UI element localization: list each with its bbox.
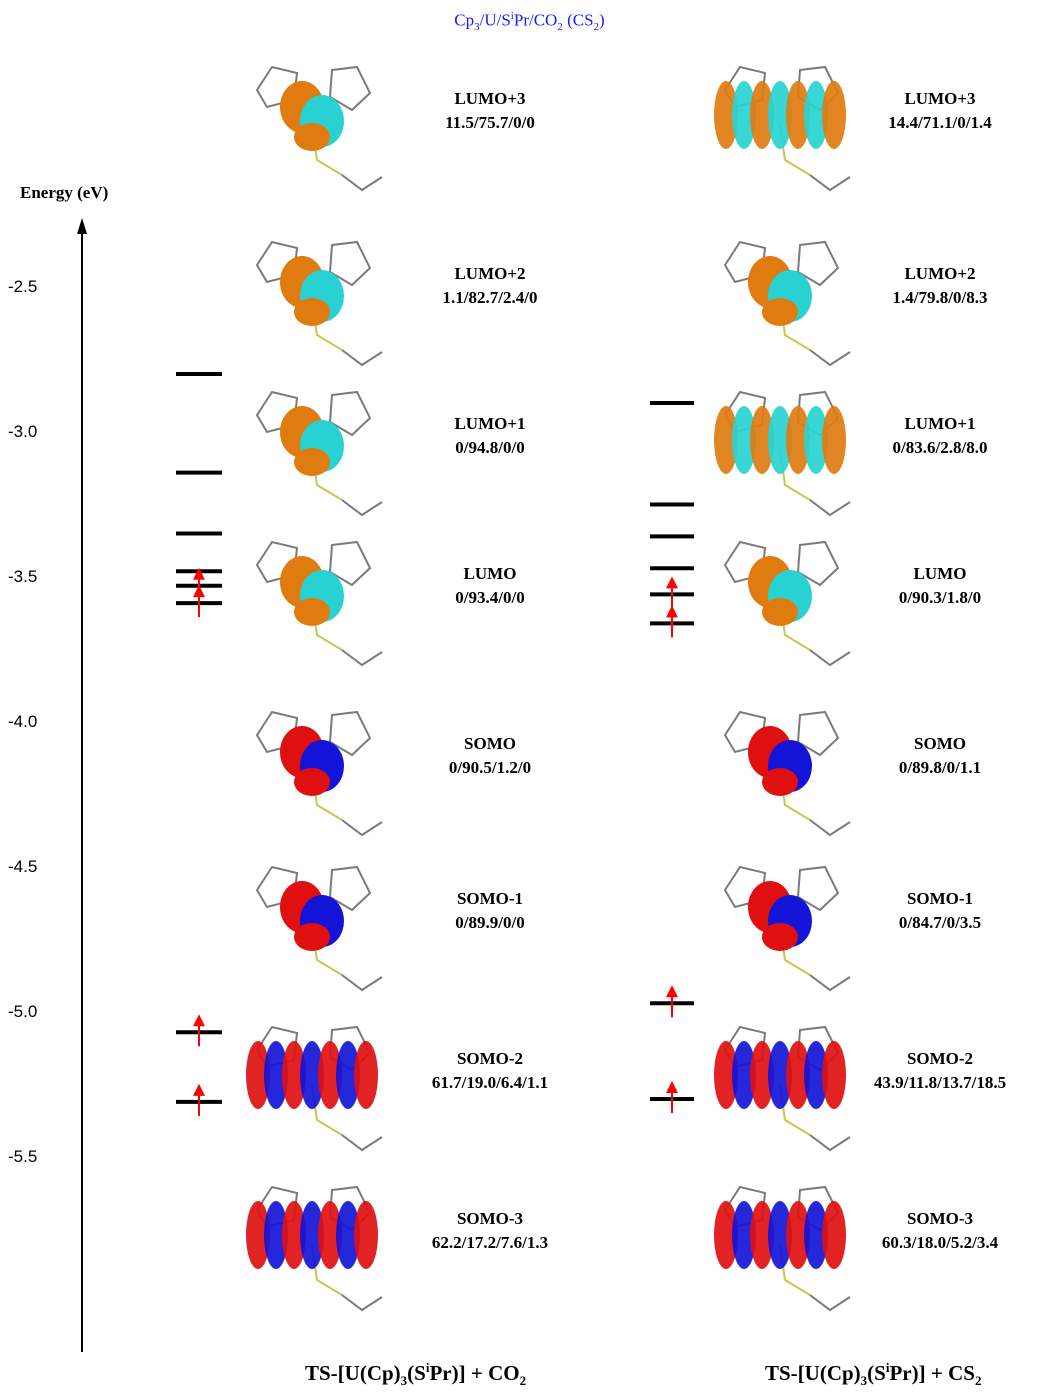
spin-up-arrow (666, 576, 678, 609)
orbital-composition: 1.4/79.8/0/8.3 (892, 288, 988, 307)
orbital-name: SOMO-2 (906, 1049, 974, 1068)
orbital-label: LUMO+1 0/83.6/2.8/8.0 (830, 412, 1050, 460)
orbital-name: SOMO-2 (456, 1049, 524, 1068)
spin-up-arrow (193, 1014, 205, 1047)
orbital-composition: 0/94.8/0/0 (455, 438, 525, 457)
orbital-name: LUMO+2 (904, 264, 976, 283)
orbital-label: LUMO 0/93.4/0/0 (380, 562, 600, 610)
orbital-composition: 0/83.6/2.8/8.0 (892, 438, 988, 457)
left-orbital-somo-3 (246, 1185, 383, 1312)
right-orbital-somo-1 (723, 865, 851, 992)
orbital-name: SOMO-3 (456, 1209, 524, 1228)
orbital-label: SOMO-2 61.7/19.0/6.4/1.1 (380, 1047, 600, 1095)
axis-tick-label: -4.0 (8, 712, 38, 731)
axis-tick-label: -5.0 (8, 1002, 38, 1021)
orbital-label: SOMO-1 0/89.9/0/0 (380, 887, 600, 935)
orbital-name: LUMO+2 (454, 264, 526, 283)
orbital-composition: 1.1/82.7/2.4/0 (442, 288, 538, 307)
orbital-name: SOMO (464, 734, 516, 753)
orbital-label: SOMO 0/89.8/0/1.1 (830, 732, 1050, 780)
orbital-name: LUMO+1 (454, 414, 526, 433)
orbital-name: LUMO+3 (904, 89, 976, 108)
orbital-label: LUMO+2 1.4/79.8/0/8.3 (830, 262, 1050, 310)
axis-tick-label: -3.5 (8, 567, 38, 586)
axis-tick-label: -2.5 (8, 277, 38, 296)
right-orbital-lumoplus2 (723, 240, 851, 367)
spin-up-arrow (193, 1083, 205, 1116)
orbital-composition: 62.2/17.2/7.6/1.3 (431, 1233, 549, 1252)
orbital-name: SOMO-1 (456, 889, 524, 908)
orbital-name: SOMO (914, 734, 966, 753)
spin-up-arrow (666, 985, 678, 1018)
orbital-label: LUMO+1 0/94.8/0/0 (380, 412, 600, 460)
left-orbital-lumo (255, 540, 383, 667)
orbital-composition: 0/89.8/0/1.1 (898, 758, 982, 777)
axis-tick-label: -5.5 (8, 1147, 38, 1166)
left-orbital-somo-2 (246, 1025, 383, 1152)
orbital-composition: 0/84.7/0/3.5 (898, 913, 982, 932)
orbital-label: SOMO 0/90.5/1.2/0 (380, 732, 600, 780)
orbital-composition: 0/90.5/1.2/0 (448, 758, 532, 777)
left-footer-label: TS-[U(Cp)3(SiPr)] + CO2 (305, 1360, 527, 1389)
orbital-label: SOMO-1 0/84.7/0/3.5 (830, 887, 1050, 935)
orbital-name: LUMO (913, 564, 967, 583)
left-orbital-lumoplus2 (255, 240, 383, 367)
right-orbital-lumoplus3 (714, 65, 851, 192)
left-orbital-somo-1 (255, 865, 383, 992)
orbital-composition: 0/89.9/0/0 (455, 913, 525, 932)
orbital-label: LUMO+3 11.5/75.7/0/0 (380, 87, 600, 135)
left-orbital-lumoplus1 (255, 390, 383, 517)
right-orbital-lumoplus1 (714, 390, 851, 517)
spin-up-arrow (193, 585, 205, 618)
orbital-composition: 14.4/71.1/0/1.4 (888, 113, 992, 132)
orbital-composition: 61.7/19.0/6.4/1.1 (431, 1073, 549, 1092)
axis-tick-label: -4.5 (8, 857, 38, 876)
orbital-label: SOMO-3 60.3/18.0/5.2/3.4 (830, 1207, 1050, 1255)
orbital-label: SOMO-3 62.2/17.2/7.6/1.3 (380, 1207, 600, 1255)
left-orbital-lumoplus3 (255, 65, 383, 192)
axis-tick-label: -3.0 (8, 422, 38, 441)
orbital-label: LUMO+3 14.4/71.1/0/1.4 (830, 87, 1050, 135)
right-orbital-lumo (723, 540, 851, 667)
spin-up-arrow (666, 1081, 678, 1113)
right-orbital-somo-2 (714, 1025, 851, 1152)
right-orbital-somo-3 (714, 1185, 851, 1312)
orbital-composition: 0/93.4/0/0 (455, 588, 525, 607)
orbital-name: LUMO (463, 564, 517, 583)
spin-up-arrow (666, 605, 678, 638)
orbital-name: SOMO-3 (906, 1209, 974, 1228)
diagram-header: Cp3/U/SiPr/CO2 (CS2) (454, 10, 605, 34)
orbital-name: SOMO-1 (906, 889, 974, 908)
orbital-composition: 0/90.3/1.8/0 (898, 588, 982, 607)
orbital-label: LUMO+2 1.1/82.7/2.4/0 (380, 262, 600, 310)
orbital-name: LUMO+3 (454, 89, 526, 108)
right-footer-label: TS-[U(Cp)3(SiPr)] + CS2 (765, 1360, 982, 1389)
energy-axis-label: Energy (eV) (20, 183, 109, 202)
orbital-composition: 11.5/75.7/0/0 (445, 113, 535, 132)
left-orbital-somo (255, 710, 383, 837)
orbital-composition: 43.9/11.8/13.7/18.5 (873, 1073, 1007, 1092)
orbital-label: LUMO 0/90.3/1.8/0 (830, 562, 1050, 610)
orbital-label: SOMO-2 43.9/11.8/13.7/18.5 (830, 1047, 1050, 1095)
orbital-composition: 60.3/18.0/5.2/3.4 (881, 1233, 999, 1252)
orbital-name: LUMO+1 (904, 414, 976, 433)
right-orbital-somo (723, 710, 851, 837)
